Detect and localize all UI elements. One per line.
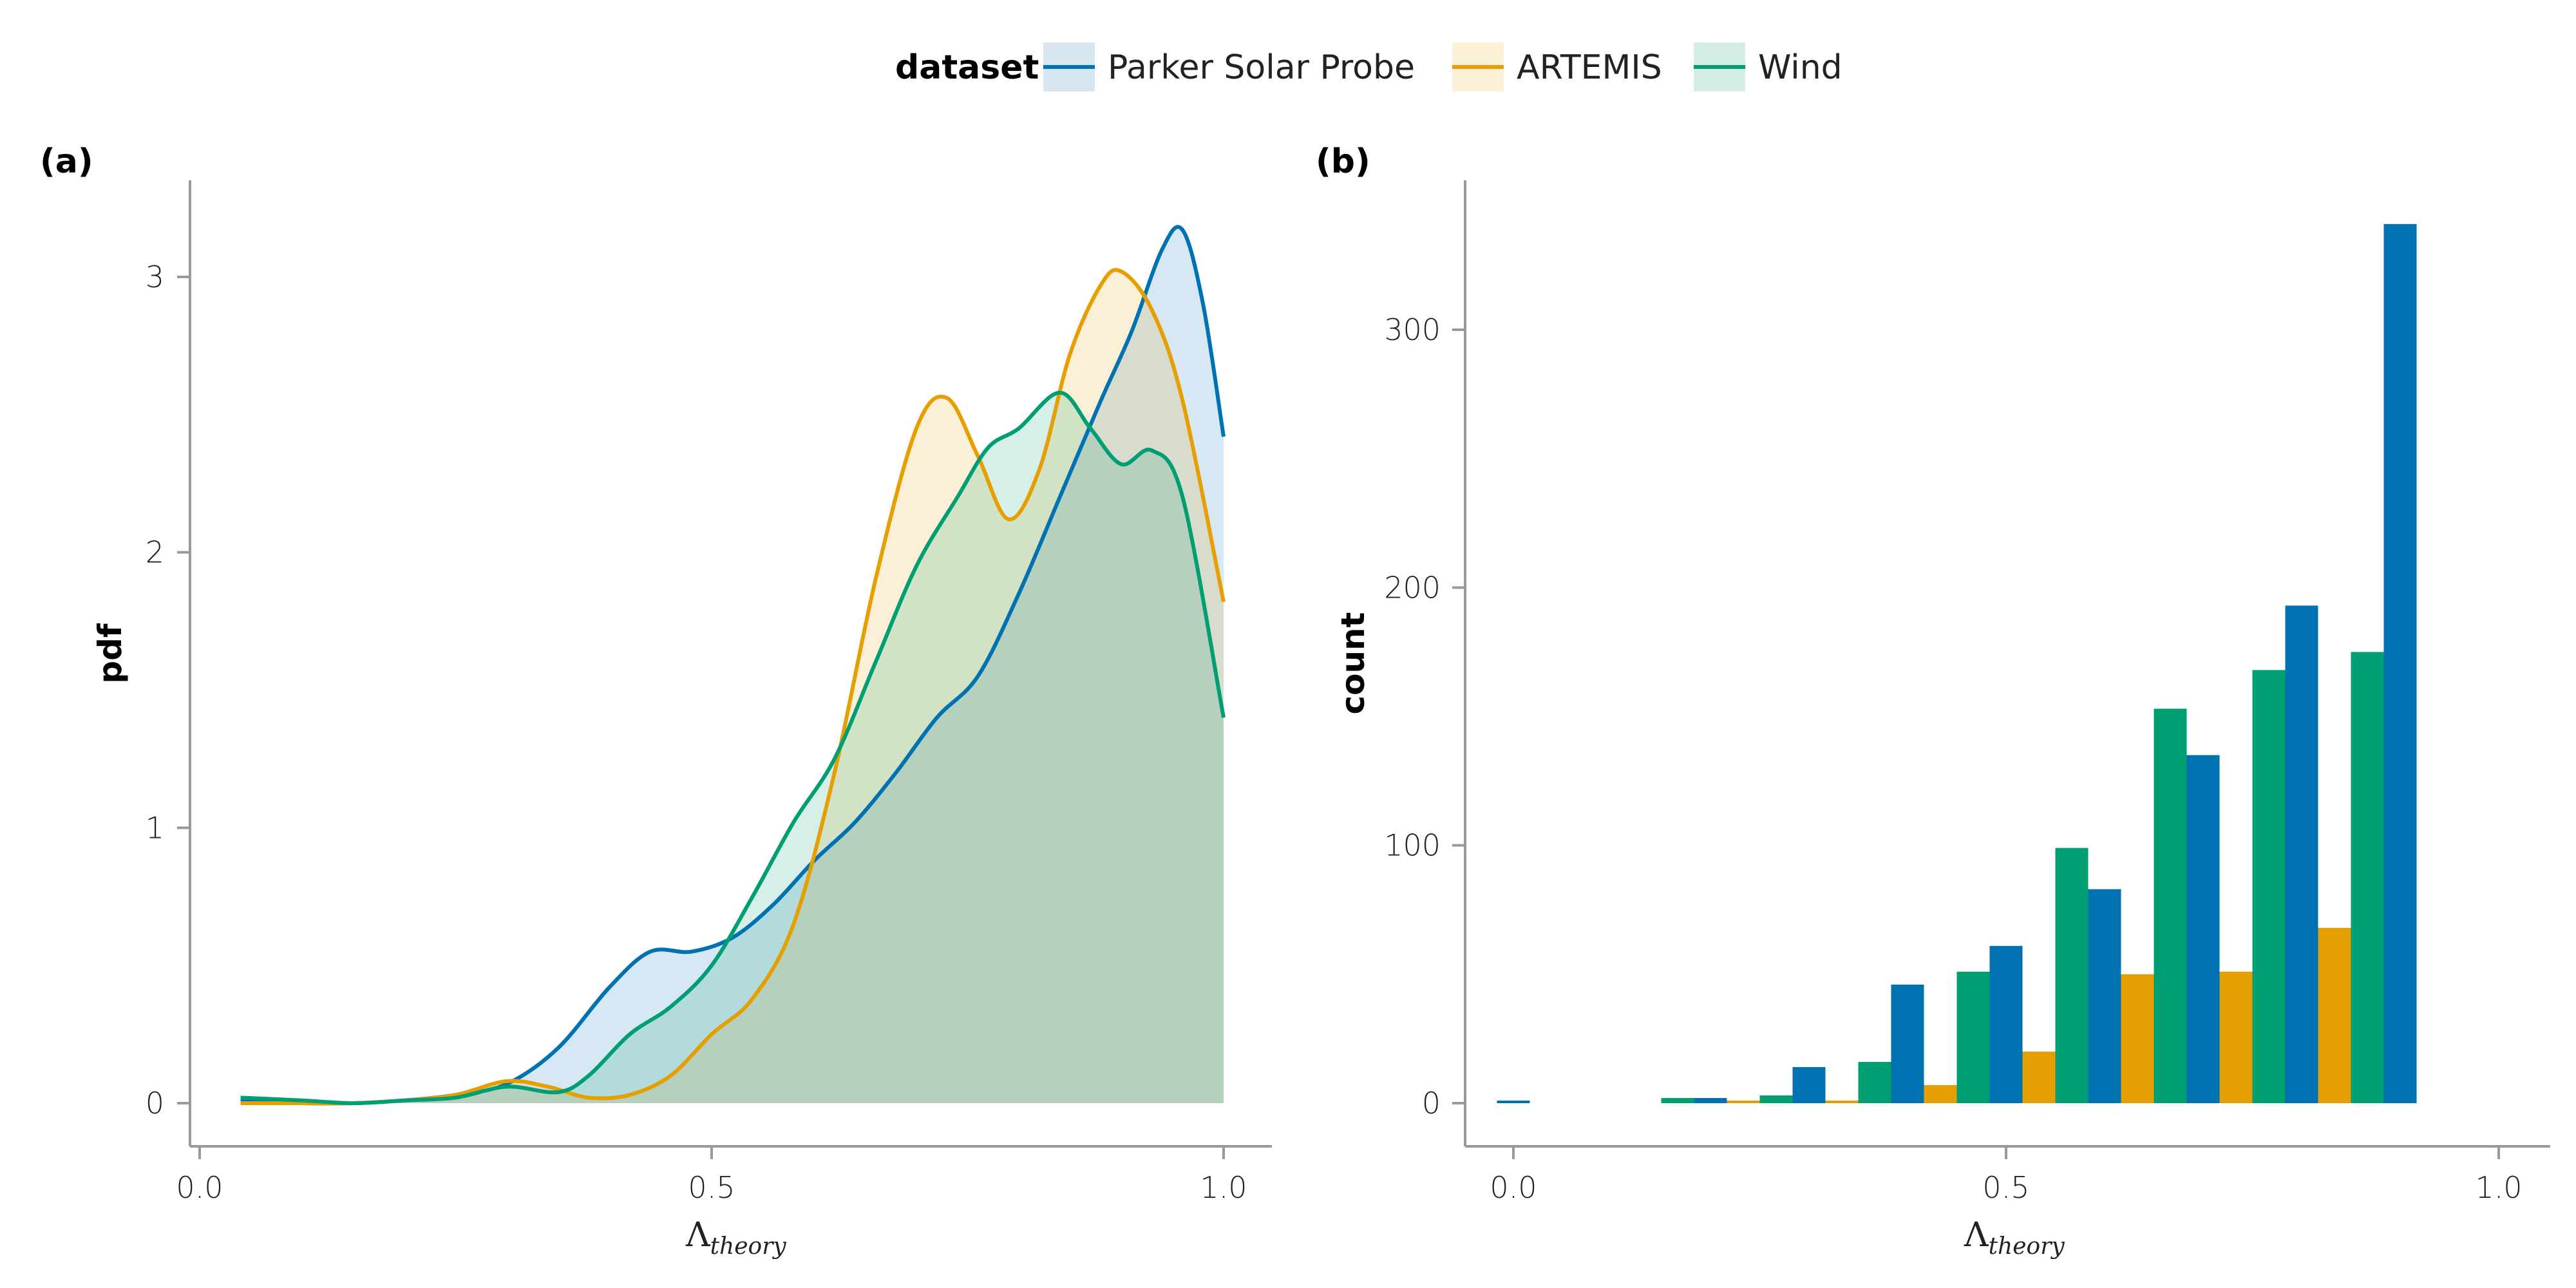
panel-a-xlabel: Λtheory (685, 1216, 786, 1260)
legend-entry-artemis: ARTEMIS (1452, 43, 1662, 91)
legend-label-wind: Wind (1758, 48, 1842, 87)
bar-artemis (2022, 1051, 2056, 1103)
panel-a-ytick-label: 2 (146, 535, 164, 570)
panel-a-ytick-label: 1 (146, 810, 164, 845)
panel-a-ylabel: pdf (91, 623, 129, 684)
bar-wind (1759, 1095, 1793, 1103)
legend-entry-parker: Parker Solar Probe (1043, 43, 1415, 91)
panel-b-label: (b) (1316, 142, 1370, 181)
bar-wind (1956, 971, 1990, 1103)
panel-a-ytick-label: 0 (146, 1086, 164, 1121)
bar-wind (1661, 1097, 1694, 1103)
panel-a-y-ticks: 0 1 2 3 (146, 260, 190, 1121)
legend-entry-wind: Wind (1694, 43, 1842, 91)
panel-b-y-ticks: 0 100 200 300 (1384, 312, 1465, 1121)
panel-b-xlabel-main: Λ (1964, 1216, 1989, 1255)
panel-a-xlabel-sub: theory (710, 1233, 787, 1260)
bar-parker-solar-probe (1989, 945, 2023, 1103)
bar-parker-solar-probe (2383, 223, 2417, 1104)
bar-artemis (2219, 971, 2253, 1103)
panel-a-xtick-label: 0.0 (176, 1170, 223, 1205)
panel-a-areas (240, 227, 1224, 1104)
bar-wind (2252, 670, 2286, 1103)
legend: dataset Parker Solar Probe ARTEMIS Wind (895, 43, 1842, 91)
panel-a-x-ticks: 0.0 0.5 1.0 (176, 1146, 1247, 1205)
density-line-wind (240, 390, 1226, 1106)
bar-parker-solar-probe (1694, 1097, 1727, 1103)
bar-parker-solar-probe (2285, 605, 2318, 1103)
panel-a-xtick-label: 0.5 (688, 1170, 735, 1205)
panel-b-xtick-label: 0.0 (1490, 1170, 1537, 1205)
panel-b-ylabel: count (1334, 612, 1372, 714)
bar-parker-solar-probe (1891, 984, 1924, 1103)
bar-parker-solar-probe (1497, 1100, 1530, 1103)
legend-label-parker: Parker Solar Probe (1108, 48, 1415, 87)
density-area-parker-solar-probe (240, 227, 1224, 1104)
panel-b-bars (1497, 223, 2417, 1104)
panel-a-xtick-label: 1.0 (1200, 1170, 1247, 1205)
bar-parker-solar-probe (2088, 889, 2121, 1103)
density-line-artemis (240, 268, 1226, 1106)
panel-a: (a) 0 1 2 3 0.0 0.5 1.0 pdf Λtheory (40, 142, 1272, 1260)
panel-b: (b) 0 100 200 300 0.0 0.5 1.0 count Λtheory (1316, 142, 2550, 1260)
panel-b-xtick-label: 0.5 (1982, 1170, 2029, 1205)
density-area-artemis (240, 270, 1224, 1104)
bar-artemis (1825, 1100, 1859, 1103)
bar-wind (2351, 652, 2384, 1103)
bar-parker-solar-probe (2186, 755, 2220, 1103)
density-area-wind (240, 392, 1224, 1103)
panel-a-xlabel-main: Λ (685, 1216, 711, 1255)
panel-b-xlabel-sub: theory (1989, 1233, 2065, 1260)
bar-artemis (1924, 1084, 1957, 1103)
panel-b-ytick-label: 200 (1384, 570, 1441, 605)
bar-parker-solar-probe (1792, 1066, 1826, 1103)
panel-a-label: (a) (40, 142, 93, 181)
bar-artemis (2121, 974, 2154, 1103)
legend-label-artemis: ARTEMIS (1517, 48, 1662, 87)
bar-artemis (2318, 927, 2351, 1103)
bar-artemis (1727, 1100, 1760, 1103)
panel-b-xtick-label: 1.0 (2475, 1170, 2522, 1205)
panel-b-x-ticks: 0.0 0.5 1.0 (1490, 1146, 2523, 1205)
bar-wind (2154, 708, 2187, 1103)
panel-b-xlabel: Λtheory (1964, 1216, 2065, 1260)
panel-b-ytick-label: 300 (1384, 312, 1441, 347)
panel-a-ytick-label: 3 (146, 260, 164, 294)
panel-b-ytick-label: 100 (1384, 828, 1441, 863)
bar-wind (2055, 848, 2088, 1103)
legend-title: dataset (895, 48, 1039, 87)
panel-b-ytick-label: 0 (1422, 1086, 1441, 1121)
bar-wind (1858, 1061, 1891, 1103)
panel-a-lines (240, 225, 1226, 1106)
